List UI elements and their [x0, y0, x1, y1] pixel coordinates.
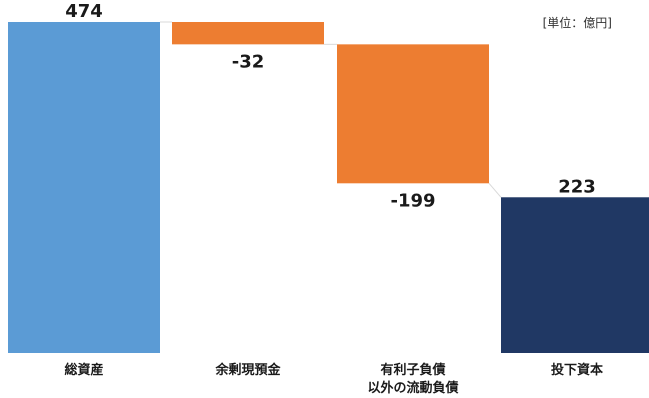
connector-lines — [160, 21, 502, 198]
category-label-2: 余剰現預金 — [214, 362, 281, 378]
category-label-3-line-2: 以外の流動負債 — [367, 380, 458, 396]
connector-3 — [488, 182, 502, 198]
bars-group — [8, 22, 649, 353]
value-label-1: 474 — [65, 1, 103, 22]
value-label-2: -32 — [232, 51, 265, 72]
value-label-4: 223 — [558, 176, 596, 197]
bar-1 — [8, 22, 160, 353]
value-label-3: -199 — [390, 190, 435, 211]
bar-4 — [501, 197, 649, 353]
bar-2 — [172, 22, 324, 45]
value-labels-group: 474 -32 -199 223 — [65, 1, 596, 211]
category-label-1: 総資産 — [64, 362, 103, 378]
bar-3 — [337, 44, 489, 184]
category-label-3-line-1: 有利子負債 — [380, 362, 445, 378]
unit-note: [単位：億円] — [543, 15, 612, 30]
category-label-4: 投下資本 — [551, 362, 603, 378]
